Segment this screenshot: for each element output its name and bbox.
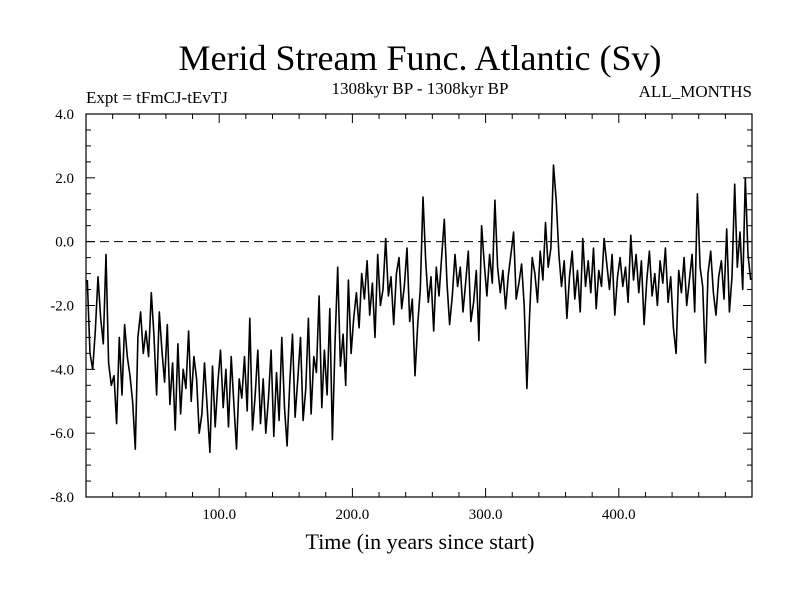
y-tick-label: 2.0 — [55, 171, 74, 187]
y-tick-label: 0.0 — [55, 235, 74, 251]
series-line-0 — [86, 164, 752, 454]
y-tick-label: -4.0 — [50, 362, 74, 378]
x-axis-label: Time (in years since start) — [306, 529, 535, 554]
x-tick-label: 200.0 — [336, 507, 370, 523]
y-tick-label: -8.0 — [50, 490, 74, 506]
experiment-label: Expt = tFmCJ-tEvTJ — [86, 88, 228, 107]
y-tick-label: 4.0 — [55, 107, 74, 123]
months-label: ALL_MONTHS — [639, 82, 752, 101]
y-tick-label: -6.0 — [50, 426, 74, 442]
chart-title: Merid Stream Func. Atlantic (Sv) — [179, 38, 662, 78]
chart-subtitle: 1308kyr BP - 1308kyr BP — [332, 79, 509, 98]
x-tick-label: 300.0 — [469, 507, 503, 523]
x-tick-label: 100.0 — [202, 507, 236, 523]
y-tick-label: -2.0 — [50, 299, 74, 315]
x-tick-label: 400.0 — [602, 507, 636, 523]
